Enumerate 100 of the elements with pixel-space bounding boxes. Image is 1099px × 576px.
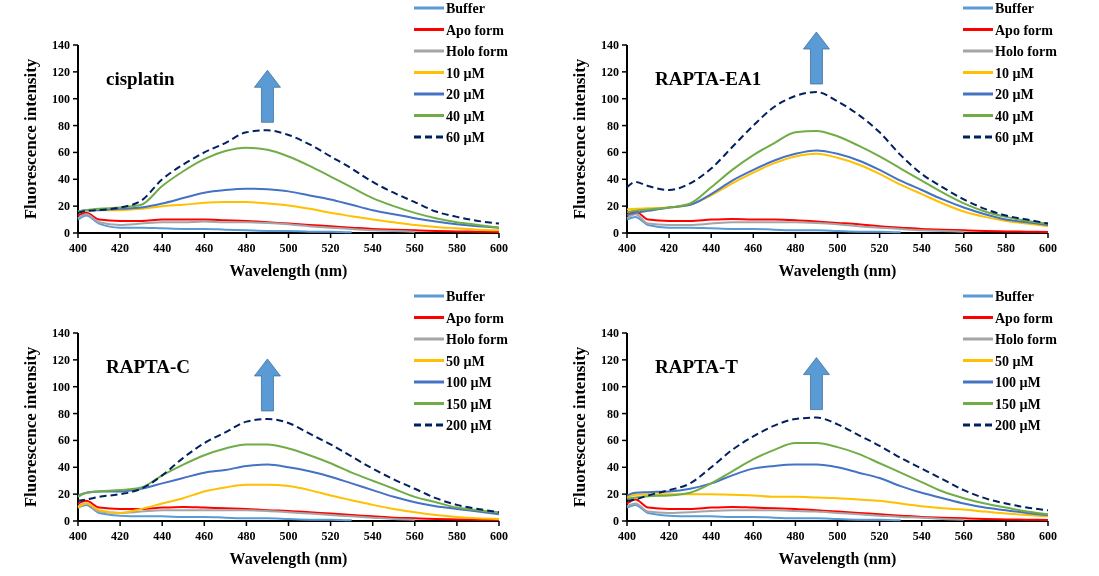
x-tick-label: 480 bbox=[237, 241, 256, 255]
line-series bbox=[626, 442, 1049, 516]
x-axis-title: Wavelength (nm) bbox=[229, 550, 348, 568]
y-tick-label: 20 bbox=[607, 487, 619, 502]
legend-label: Holo form bbox=[995, 44, 1058, 59]
line-series bbox=[626, 502, 965, 521]
x-tick-label: 480 bbox=[237, 529, 256, 543]
x-tick-label: 460 bbox=[744, 529, 763, 543]
x-tick-label: 580 bbox=[447, 529, 466, 543]
x-tick-label: 400 bbox=[618, 529, 636, 543]
y-tick-label: 40 bbox=[607, 172, 619, 187]
line-series bbox=[626, 416, 1049, 512]
line-series bbox=[77, 417, 500, 514]
legend-label: 50 µM bbox=[446, 353, 485, 369]
x-tick-label: 560 bbox=[954, 241, 973, 255]
y-tick-label: 0 bbox=[613, 514, 619, 528]
x-tick-label: 540 bbox=[363, 241, 382, 255]
text: RAPTA-T bbox=[655, 356, 739, 377]
y-tick-label: 80 bbox=[607, 118, 619, 133]
x-tick-label: 440 bbox=[153, 241, 172, 255]
y-axis-title: Fluorescence intensity bbox=[21, 346, 40, 508]
legend-label: 60 µM bbox=[446, 130, 485, 145]
y-tick-label: 0 bbox=[613, 226, 619, 240]
x-tick-label: 440 bbox=[702, 241, 721, 255]
legend-label: Buffer bbox=[995, 289, 1034, 304]
line-series bbox=[77, 503, 353, 522]
x-tick-label: 500 bbox=[279, 529, 298, 543]
legend-label: 100 µM bbox=[446, 375, 492, 390]
x-tick-label: 600 bbox=[1039, 241, 1057, 255]
y-tick-label: 120 bbox=[52, 352, 70, 367]
legend-label: 60 µM bbox=[995, 130, 1034, 145]
y-tick-label: 20 bbox=[607, 199, 619, 214]
y-axis-title: Fluorescence intensity bbox=[570, 346, 589, 508]
x-tick-label: 500 bbox=[828, 241, 847, 255]
x-tick-label: 420 bbox=[111, 241, 130, 255]
x-tick-label: 500 bbox=[279, 241, 298, 255]
x-tick-label: 420 bbox=[111, 529, 130, 543]
x-tick-label: 480 bbox=[786, 529, 805, 543]
legend-label: 40 µM bbox=[995, 108, 1034, 124]
y-tick-label: 140 bbox=[601, 326, 619, 340]
line-series bbox=[77, 502, 416, 521]
y-tick-label: 140 bbox=[52, 326, 70, 340]
legend-label: Buffer bbox=[446, 1, 485, 16]
line-series bbox=[77, 213, 416, 233]
legend-label: Apo form bbox=[995, 22, 1054, 38]
legend-label: Apo form bbox=[446, 310, 505, 326]
y-tick-label: 80 bbox=[607, 406, 619, 421]
x-tick-label: 500 bbox=[828, 529, 847, 543]
x-tick-label: 540 bbox=[363, 529, 382, 543]
y-tick-label: 100 bbox=[601, 379, 619, 394]
legend-label: 100 µM bbox=[995, 375, 1041, 390]
x-tick-label: 520 bbox=[870, 529, 889, 543]
x-tick-label: 460 bbox=[195, 529, 214, 543]
x-tick-label: 480 bbox=[786, 241, 805, 255]
line-series bbox=[77, 129, 500, 225]
y-tick-label: 60 bbox=[58, 433, 70, 448]
y-tick-label: 20 bbox=[58, 199, 70, 214]
x-axis-title: Wavelength (nm) bbox=[229, 262, 348, 280]
x-tick-label: 400 bbox=[69, 529, 87, 543]
y-tick-label: 60 bbox=[58, 145, 70, 160]
text: RAPTA-EA1 bbox=[655, 68, 762, 89]
legend-label: 20 µM bbox=[446, 87, 485, 102]
x-tick-label: 600 bbox=[490, 529, 508, 543]
x-tick-label: 400 bbox=[69, 241, 87, 255]
legend-label: 50 µM bbox=[995, 353, 1034, 369]
x-tick-label: 460 bbox=[744, 241, 763, 255]
legend-label: 200 µM bbox=[446, 418, 492, 433]
y-tick-label: 100 bbox=[601, 91, 619, 106]
x-tick-label: 580 bbox=[447, 241, 466, 255]
line-series bbox=[77, 214, 353, 234]
y-tick-label: 80 bbox=[58, 118, 70, 133]
line-series bbox=[77, 463, 500, 516]
legend-label: 10 µM bbox=[446, 65, 485, 81]
y-axis-title: Fluorescence intensity bbox=[570, 58, 589, 220]
y-tick-label: 140 bbox=[52, 38, 70, 52]
y-tick-label: 40 bbox=[58, 172, 70, 187]
x-tick-label: 440 bbox=[702, 529, 721, 543]
y-tick-label: 80 bbox=[58, 406, 70, 421]
x-tick-label: 540 bbox=[912, 241, 931, 255]
line-series bbox=[626, 213, 965, 233]
x-tick-label: 560 bbox=[405, 529, 424, 543]
line-series bbox=[77, 443, 500, 514]
y-tick-label: 120 bbox=[601, 352, 619, 367]
legend-label: 200 µM bbox=[995, 418, 1041, 433]
x-tick-label: 580 bbox=[996, 241, 1015, 255]
x-tick-label: 600 bbox=[490, 241, 508, 255]
x-tick-label: 520 bbox=[870, 241, 889, 255]
line-series bbox=[626, 493, 1049, 518]
y-axis-title: Fluorescence intensity bbox=[21, 58, 40, 220]
legend-label: Buffer bbox=[446, 289, 485, 304]
legend-label: 40 µM bbox=[446, 108, 485, 124]
text: cisplatin bbox=[106, 68, 176, 89]
y-tick-label: 140 bbox=[601, 38, 619, 52]
legend-label: Apo form bbox=[446, 22, 505, 38]
x-tick-label: 520 bbox=[321, 241, 340, 255]
legend-label: Holo form bbox=[446, 332, 509, 347]
x-tick-label: 600 bbox=[1039, 529, 1057, 543]
y-tick-label: 40 bbox=[607, 460, 619, 475]
y-tick-label: 20 bbox=[58, 487, 70, 502]
legend-label: Apo form bbox=[995, 310, 1054, 326]
